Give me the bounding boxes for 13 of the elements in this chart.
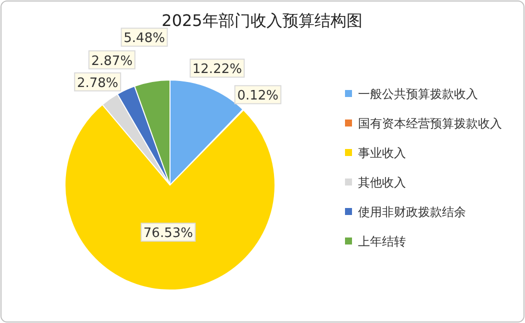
legend-label: 一般公共预算拨款收入: [358, 87, 478, 101]
data-label: 12.22%: [192, 62, 242, 78]
chart-title: 2025年部门收入预算结构图: [162, 11, 362, 30]
legend-label: 其他收入: [358, 176, 406, 190]
legend-label: 国有资本经营预算拨款收入: [358, 116, 502, 130]
legend-label: 上年结转: [358, 234, 406, 248]
legend-label: 事业收入: [358, 146, 406, 160]
data-label: 2.78%: [76, 76, 118, 91]
legend-label: 使用非财政拨款结余: [358, 205, 466, 219]
data-label: 0.12%: [237, 88, 279, 104]
data-label: 76.53%: [143, 226, 193, 242]
data-label: 2.87%: [91, 54, 133, 69]
data-label: 5.48%: [124, 31, 165, 46]
